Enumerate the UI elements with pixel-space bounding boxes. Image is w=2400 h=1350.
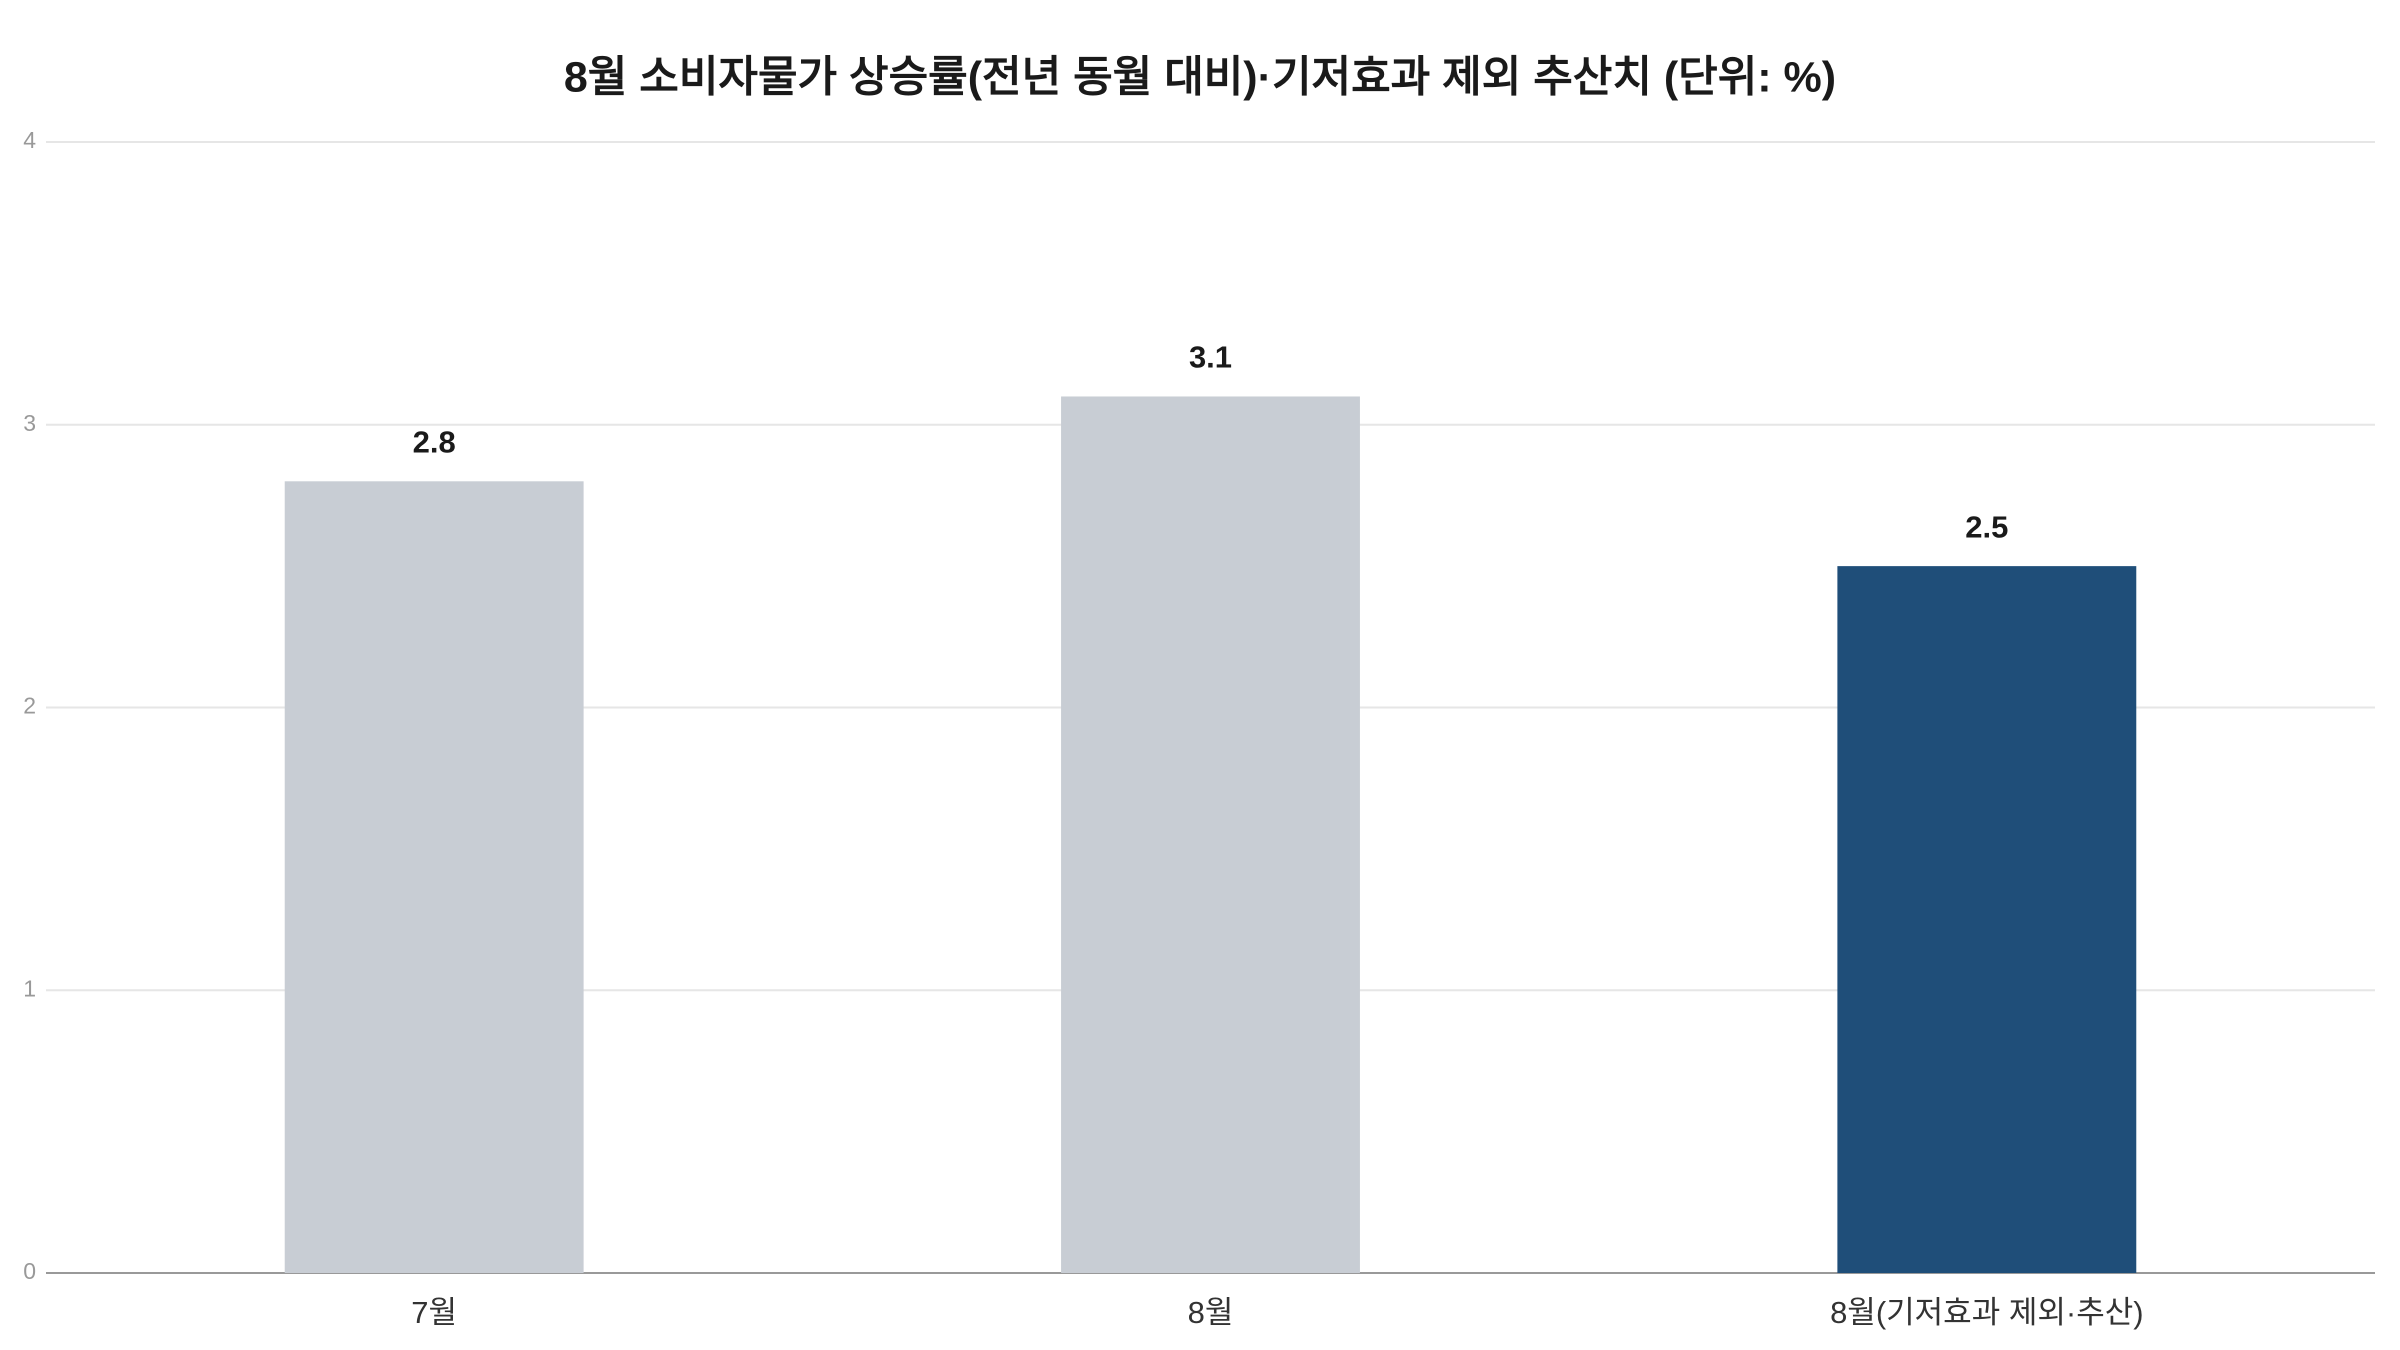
bar [284, 481, 584, 1273]
value-label: 2.5 [1965, 509, 2008, 544]
chart-title: 8월 소비자물가 상승률(전년 동월 대비)·기저효과 제외 추산치 (단위: … [564, 53, 1836, 101]
value-label: 3.1 [1189, 340, 1232, 375]
value-label: 2.8 [413, 424, 456, 459]
x-tick-label: 8월(기저효과 제외·추산) [1830, 1295, 2144, 1330]
y-tick-label: 2 [23, 693, 36, 719]
bar [1837, 566, 2137, 1273]
bar [1061, 396, 1360, 1274]
x-tick-label: 7월 [411, 1295, 457, 1330]
y-tick-label: 3 [23, 410, 36, 436]
x-tick-label: 8월 [1188, 1295, 1234, 1330]
y-tick-label: 0 [23, 1258, 36, 1284]
y-tick-label: 4 [23, 127, 36, 153]
y-tick-label: 1 [23, 975, 36, 1001]
